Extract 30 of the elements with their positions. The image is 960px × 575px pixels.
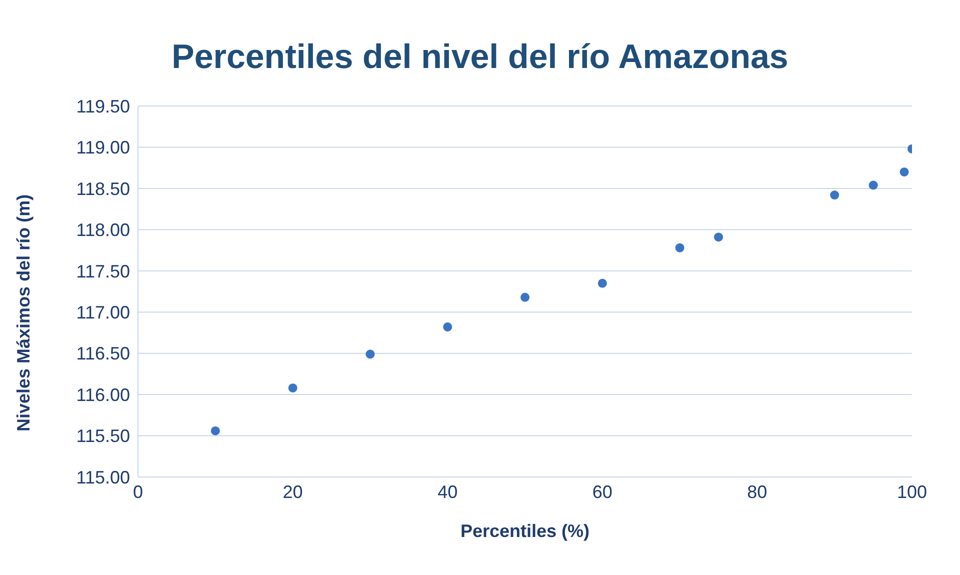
- y-tick-label: 116.50: [76, 344, 130, 364]
- point: [366, 350, 375, 359]
- x-tick-label: 0: [132, 482, 144, 502]
- y-tick-label: 115.00: [76, 467, 130, 488]
- x-tick-label: 80: [747, 482, 768, 502]
- x-tick-label: 60: [592, 482, 612, 502]
- y-axis-title: Niveles Máximos del río (m): [13, 194, 34, 432]
- y-tick-label: 117.00: [76, 302, 130, 322]
- x-axis-title: Percentiles (%): [460, 521, 590, 541]
- point: [830, 190, 840, 200]
- y-tick-label: 119.50: [76, 96, 130, 116]
- point: [598, 278, 607, 288]
- point: [900, 167, 909, 176]
- point: [868, 180, 878, 190]
- y-tick-label: 118.00: [76, 220, 130, 240]
- point: [675, 243, 684, 252]
- x-tick-label: 100: [896, 482, 928, 502]
- point: [210, 426, 220, 436]
- chart-title: Percentiles del nivel del río Amazonas: [170, 37, 790, 78]
- y-tick-label: 116.00: [76, 384, 130, 405]
- point: [520, 292, 530, 302]
- point: [714, 232, 724, 242]
- y-tick-label: 119.00: [76, 138, 130, 158]
- x-tick-label: 40: [438, 482, 458, 502]
- y-tick-label: 117.50: [76, 261, 130, 282]
- x-tick-label: 20: [282, 482, 303, 502]
- point: [288, 383, 298, 392]
- y-tick-label: 118.50: [76, 178, 130, 199]
- y-tick-label: 115.50: [76, 426, 130, 446]
- point: [443, 322, 452, 332]
